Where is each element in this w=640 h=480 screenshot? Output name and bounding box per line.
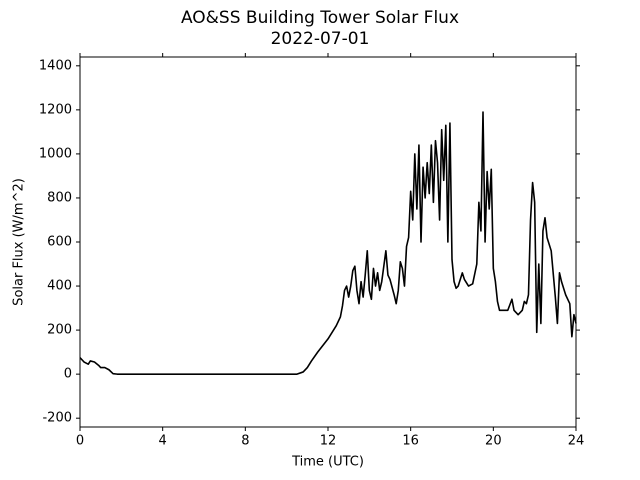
y-axis-label: Solar Flux (W/m^2) [12, 178, 27, 306]
x-tick-label: 8 [241, 434, 249, 449]
y-tick-label: -200 [42, 411, 72, 426]
y-tick-label: 800 [47, 190, 72, 205]
y-tick-label: 1200 [39, 102, 72, 117]
y-tick-label: 1400 [39, 58, 72, 73]
data-line [79, 111, 577, 375]
y-tick-label: 0 [64, 367, 72, 382]
y-tick-label: 200 [47, 323, 72, 338]
x-tick-label: 24 [568, 434, 585, 449]
x-tick-label: 12 [320, 434, 337, 449]
y-tick-label: 400 [47, 279, 72, 294]
y-tick-label: 1000 [39, 146, 72, 161]
x-tick-label: 4 [159, 434, 167, 449]
plot-frame [79, 56, 577, 428]
x-axis-label: Time (UTC) [291, 455, 364, 470]
chart-subtitle: 2022-07-01 [271, 29, 370, 49]
x-tick-label: 0 [76, 434, 84, 449]
x-tick-label: 20 [485, 434, 502, 449]
chart-title: AO&SS Building Tower Solar Flux [181, 8, 459, 28]
y-tick-label: 600 [47, 235, 72, 250]
x-tick-label: 16 [402, 434, 419, 449]
